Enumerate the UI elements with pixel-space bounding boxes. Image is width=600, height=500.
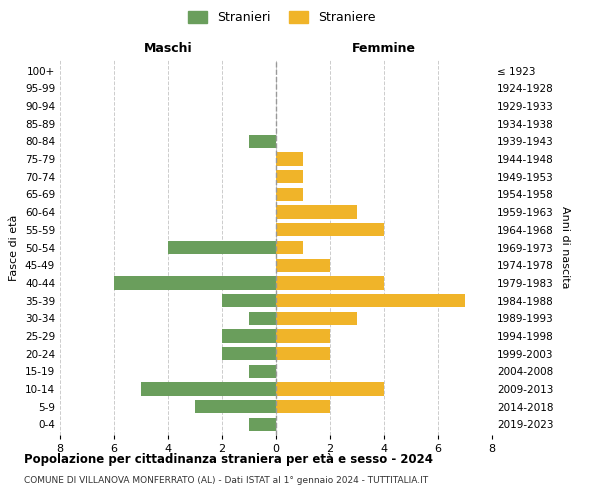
Bar xyxy=(276,330,330,342)
Bar xyxy=(141,382,276,396)
Bar xyxy=(276,188,303,201)
Bar xyxy=(276,312,357,325)
Bar xyxy=(276,276,384,289)
Bar xyxy=(249,134,276,148)
Bar xyxy=(222,330,276,342)
Y-axis label: Anni di nascita: Anni di nascita xyxy=(560,206,570,289)
Bar xyxy=(249,312,276,325)
Bar xyxy=(276,382,384,396)
Bar xyxy=(249,418,276,431)
Y-axis label: Fasce di età: Fasce di età xyxy=(10,214,19,280)
Bar xyxy=(222,294,276,307)
Bar xyxy=(276,258,330,272)
Text: Maschi: Maschi xyxy=(143,42,193,54)
Bar xyxy=(222,347,276,360)
Bar xyxy=(249,364,276,378)
Legend: Stranieri, Straniere: Stranieri, Straniere xyxy=(184,6,380,29)
Bar xyxy=(276,400,330,413)
Bar xyxy=(276,152,303,166)
Bar xyxy=(276,347,330,360)
Bar xyxy=(276,241,303,254)
Bar xyxy=(195,400,276,413)
Bar xyxy=(276,294,465,307)
Text: COMUNE DI VILLANOVA MONFERRATO (AL) - Dati ISTAT al 1° gennaio 2024 - TUTTITALIA: COMUNE DI VILLANOVA MONFERRATO (AL) - Da… xyxy=(24,476,428,485)
Text: Popolazione per cittadinanza straniera per età e sesso - 2024: Popolazione per cittadinanza straniera p… xyxy=(24,452,433,466)
Bar xyxy=(276,223,384,236)
Text: Femmine: Femmine xyxy=(352,42,416,54)
Bar xyxy=(276,206,357,219)
Bar xyxy=(114,276,276,289)
Bar xyxy=(276,170,303,183)
Bar xyxy=(168,241,276,254)
